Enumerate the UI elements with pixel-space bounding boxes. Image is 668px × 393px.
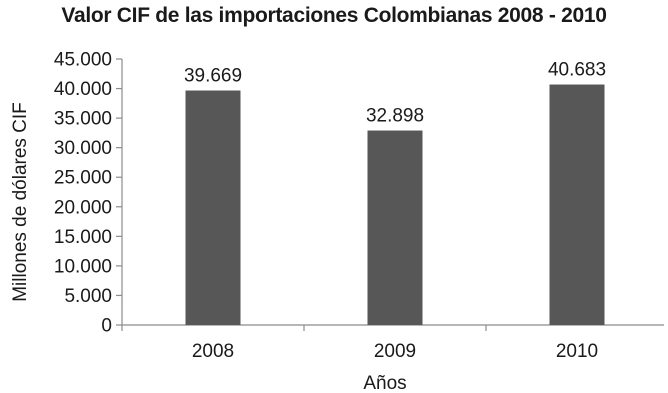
bar-value-label: 32.898 [366,106,424,127]
y-tick-label: 45.000 [54,50,112,71]
bar [367,130,423,325]
x-tick-label: 2008 [192,341,234,362]
bar-value-label: 39.669 [184,66,242,87]
y-tick-label: 0 [101,316,112,337]
bar-value-label: 40.683 [548,60,606,81]
y-tick-label: 40.000 [54,79,112,100]
y-tick-label: 30.000 [54,138,112,159]
x-tick-label: 2009 [374,341,416,362]
y-tick-label: 15.000 [54,227,112,248]
y-tick-label: 35.000 [54,109,112,130]
y-axis-title: Millones de dólares CIF [10,102,31,302]
y-tick-label: 5.000 [64,286,112,307]
bar [549,84,605,325]
y-tick-label: 25.000 [54,168,112,189]
x-tick-label: 2010 [556,341,598,362]
chart-title: Valor CIF de las importaciones Colombian… [61,4,607,27]
y-tick-label: 10.000 [54,256,112,277]
y-tick-label: 20.000 [54,197,112,218]
x-axis-title: Años [363,373,406,393]
bar [185,90,241,325]
